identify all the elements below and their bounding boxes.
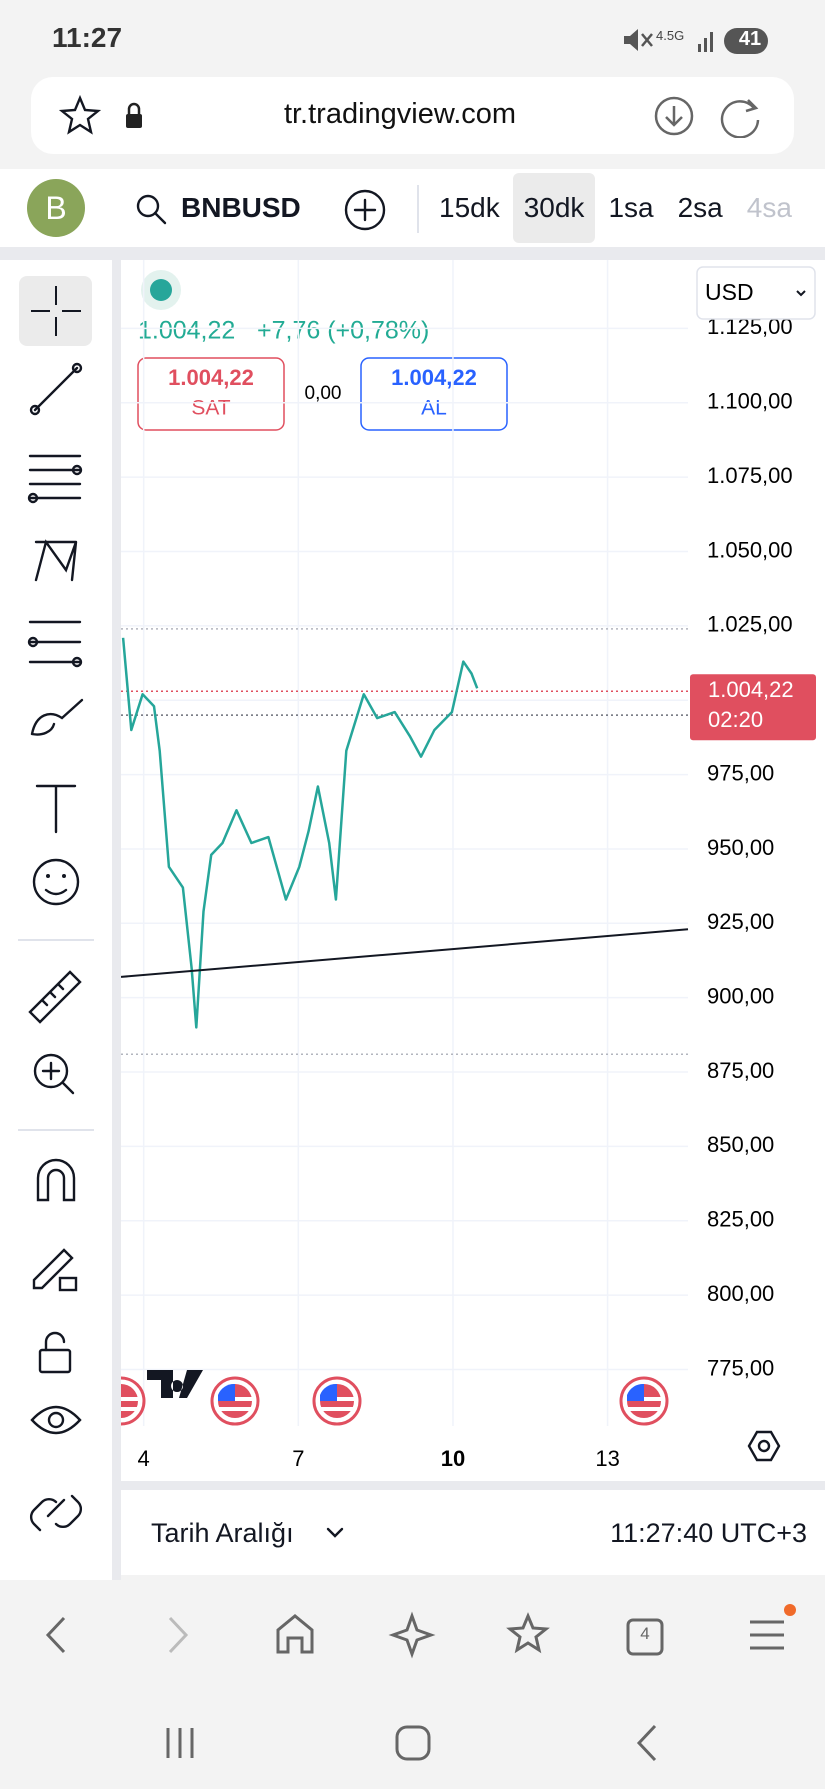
separator — [121, 1481, 825, 1490]
search-icon[interactable] — [134, 192, 170, 228]
y-tick-label: 900,00 — [707, 983, 774, 1008]
flag-stripe — [121, 1407, 138, 1411]
interval[interactable]: 15dk — [439, 192, 500, 223]
interval[interactable]: 4sa — [746, 192, 792, 223]
add-symbol[interactable] — [343, 188, 387, 232]
x-tick-label: 10 — [441, 1446, 465, 1471]
spread: 0,00 — [305, 383, 342, 404]
drawing-toolbar — [0, 260, 112, 1580]
settings-dot — [757, 1439, 771, 1453]
event-flag[interactable] — [619, 1376, 669, 1426]
flag-stripe — [627, 1407, 661, 1411]
y-tick-label: 1.025,00 — [707, 612, 793, 637]
dropdown-icon[interactable] — [325, 1522, 345, 1542]
date-range[interactable]: Tarih Aralığı — [151, 1518, 294, 1548]
interval[interactable]: 30dk — [512, 173, 596, 243]
trend-line — [121, 928, 689, 978]
last-price: 1.004,22 — [138, 317, 235, 345]
y-tick-label: 775,00 — [707, 1355, 774, 1380]
x-tick-label: 13 — [595, 1446, 619, 1471]
url-bar[interactable] — [31, 77, 794, 154]
y-tick-label: 850,00 — [707, 1132, 774, 1157]
settings-icon[interactable] — [747, 1430, 781, 1462]
tabs-count[interactable]: 4 — [640, 1624, 650, 1643]
url-text[interactable]: tr.tradingview.com — [283, 98, 517, 130]
tv-logo — [147, 1370, 203, 1398]
interval[interactable]: 1sa — [608, 192, 654, 223]
flag-canton — [218, 1383, 235, 1401]
x-tick-label: 7 — [292, 1446, 304, 1471]
url-actions[interactable] — [650, 94, 770, 138]
flag-stripe — [121, 1397, 138, 1401]
flag-canton — [627, 1383, 644, 1401]
sell-button[interactable] — [137, 357, 285, 431]
price-tag-value: 1.004,22 — [708, 677, 794, 702]
event-flag[interactable] — [121, 1376, 146, 1426]
network-label: 4.5G — [656, 28, 685, 43]
sell-label[interactable]: SAT — [191, 397, 230, 420]
battery-level: 41 — [738, 28, 762, 50]
y-tick-label: 825,00 — [707, 1207, 774, 1232]
symbol[interactable]: BNBUSD — [181, 192, 301, 223]
sell-price[interactable]: 1.004,22 — [168, 365, 254, 390]
url-icons — [58, 94, 142, 135]
y-tick-label: 1.050,00 — [707, 537, 793, 562]
currency: USD — [705, 279, 754, 305]
currency-caret — [796, 290, 806, 297]
separator — [112, 260, 121, 1580]
separator — [0, 247, 825, 260]
price-change: +7,76 (+0,78%) — [257, 317, 429, 345]
y-tick-label: 975,00 — [707, 760, 774, 785]
status-icons — [624, 28, 768, 54]
buy-price[interactable]: 1.004,22 — [391, 365, 477, 390]
avatar[interactable]: B — [27, 179, 85, 237]
chart[interactable]: 1.004,22 +7,76 (+0,78%) 1.004,22 SAT 0,0… — [121, 260, 825, 1481]
event-flag[interactable] — [210, 1376, 260, 1426]
clock[interactable]: 11:27:40 UTC+3 — [610, 1518, 807, 1548]
interval[interactable]: 2sa — [677, 192, 723, 223]
chart-panel — [121, 260, 825, 1481]
y-tick-label: 925,00 — [707, 909, 774, 934]
status-time: 11:27 — [52, 22, 123, 53]
flag-stripe — [218, 1407, 252, 1411]
price-tag-countdown: 02:20 — [708, 707, 763, 732]
event-flag[interactable] — [312, 1376, 362, 1426]
buy-button[interactable] — [360, 357, 508, 431]
separator — [417, 185, 419, 233]
nav-icons[interactable] — [0, 1600, 825, 1789]
y-tick-label: 800,00 — [707, 1281, 774, 1306]
flag-canton — [320, 1383, 337, 1401]
interval-list: 15dk 30dk 1sa 2sa 4sa — [428, 173, 825, 243]
y-tick-label: 1.075,00 — [707, 463, 793, 488]
y-tick-label: 875,00 — [707, 1058, 774, 1083]
grid — [121, 260, 688, 1426]
chart-footer — [121, 1490, 825, 1575]
currency-select[interactable] — [696, 266, 816, 320]
y-tick-label: 950,00 — [707, 835, 774, 860]
x-tick-label: 4 — [138, 1446, 150, 1471]
buy-label[interactable]: AL — [421, 397, 447, 420]
price-line — [121, 637, 479, 1029]
drawing-tools[interactable] — [0, 260, 112, 1580]
flag-stripe — [320, 1407, 354, 1411]
price-tag — [690, 674, 816, 741]
y-tick-label: 1.100,00 — [707, 389, 793, 414]
